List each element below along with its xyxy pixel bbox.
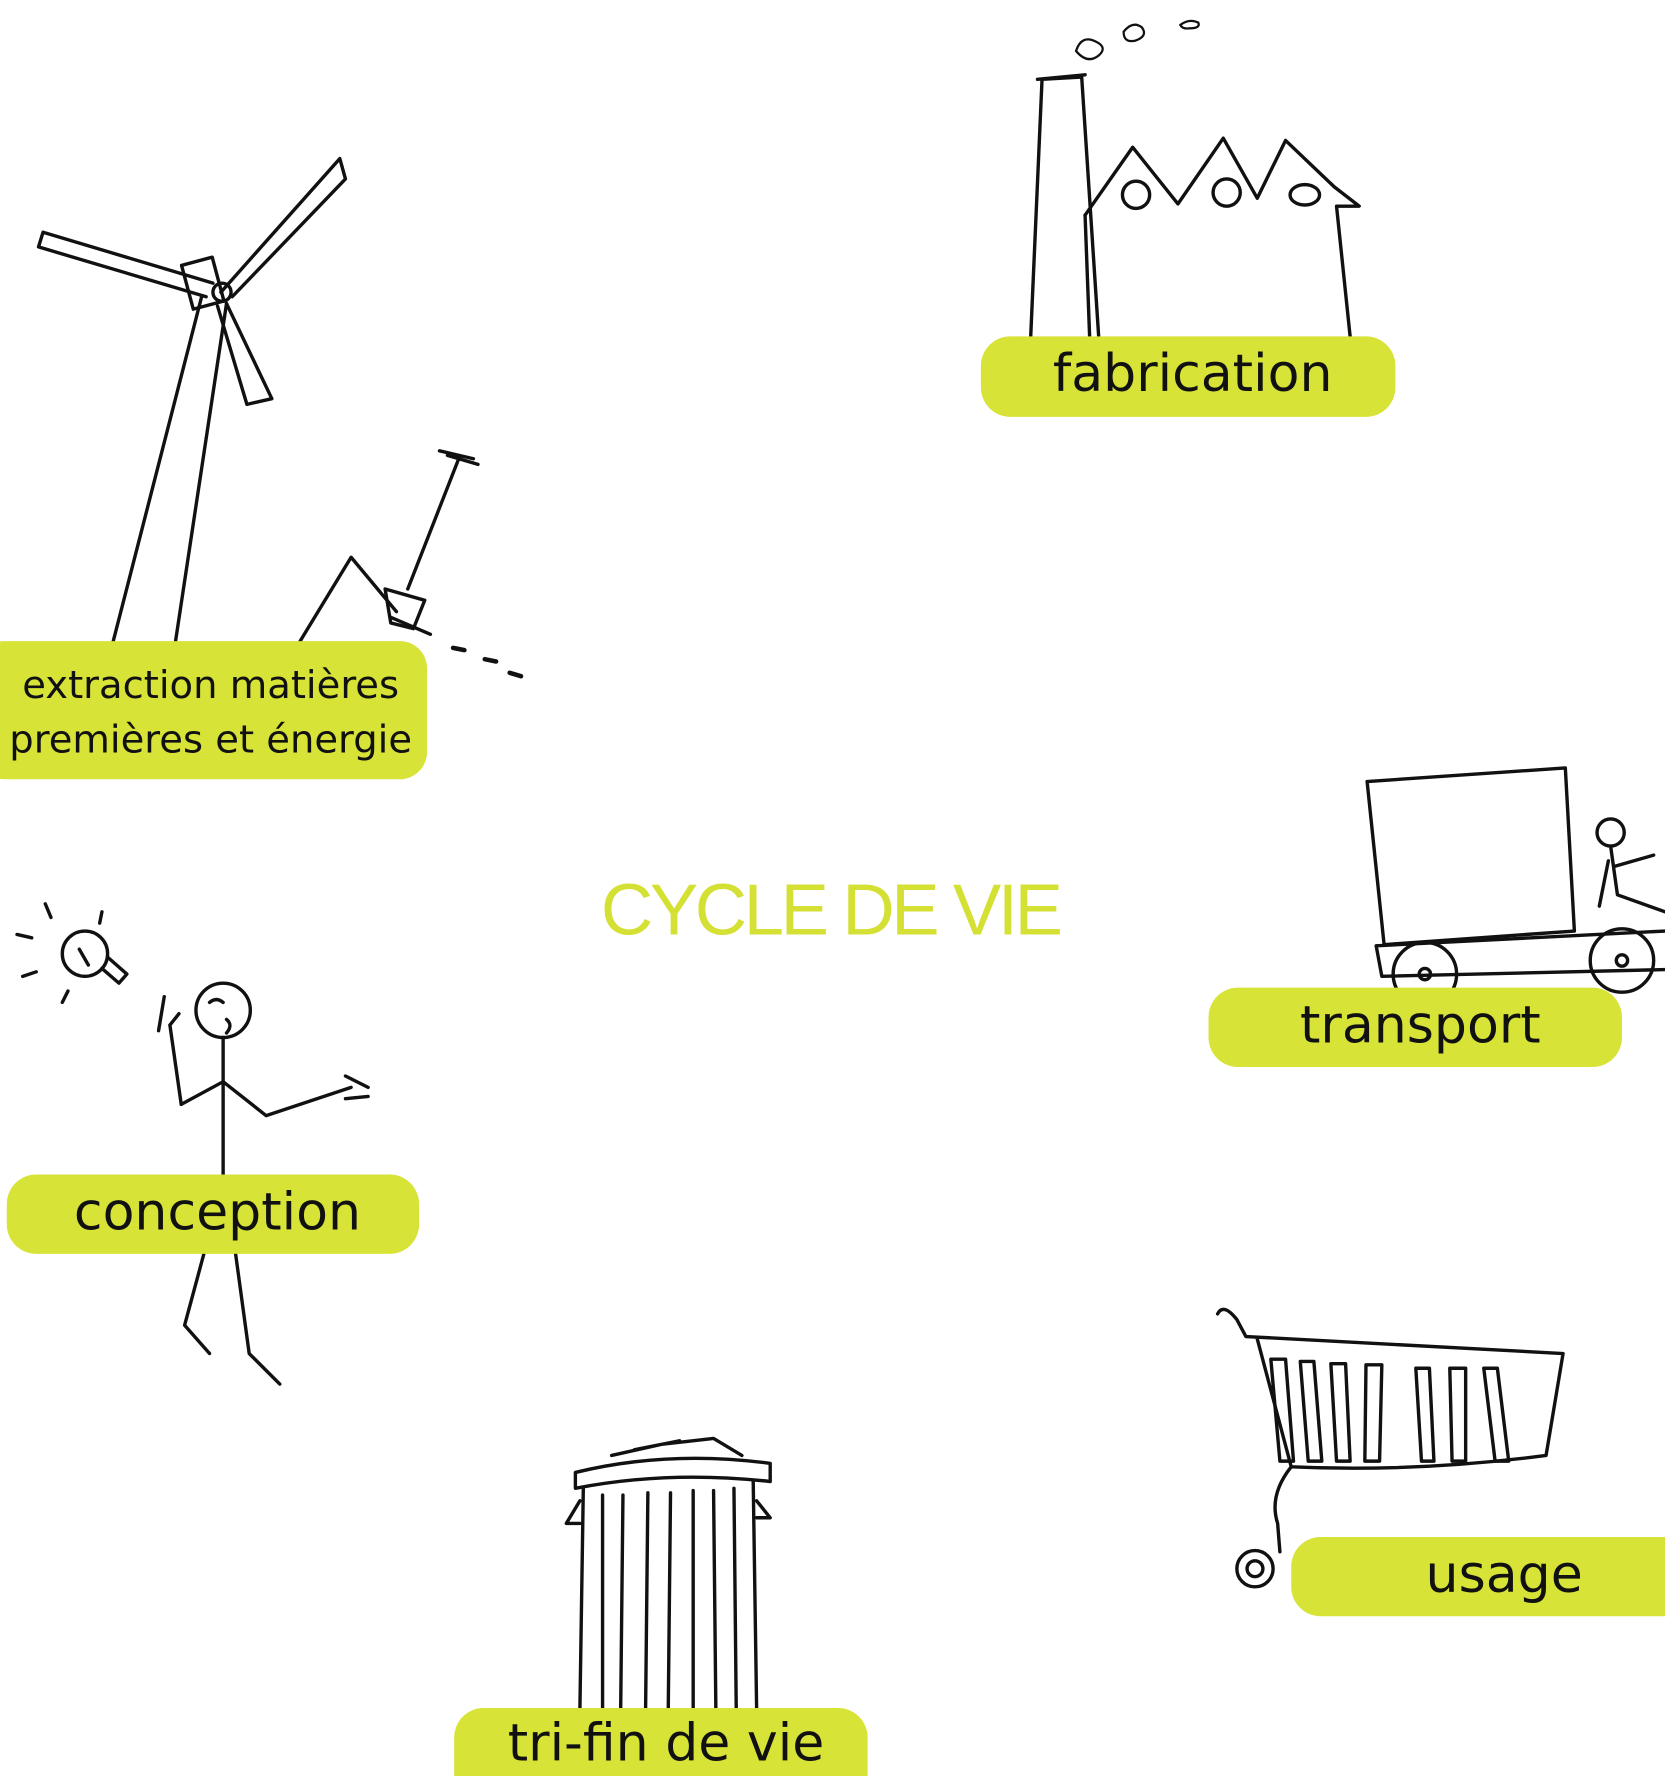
- stage-transport: transport: [1209, 988, 1622, 1067]
- cycle-diagram: CYCLE DE VIE extraction matières premièr…: [0, 0, 1665, 1776]
- stage-label: transport: [1300, 995, 1541, 1055]
- stage-extraction: extraction matières premières et énergie: [0, 641, 427, 779]
- wind-turbine-sketch: [39, 159, 346, 642]
- person-sketch: [17, 904, 368, 1384]
- stage-conception: conception: [7, 1175, 419, 1254]
- stage-label: tri-fin de vie: [508, 1714, 825, 1774]
- stage-label: extraction matières: [22, 663, 399, 708]
- stage-label: conception: [74, 1182, 361, 1242]
- stage-end-of-life: tri-fin de vie: [454, 1708, 867, 1776]
- factory-sketch: [1031, 21, 1359, 337]
- stage-label: usage: [1426, 1545, 1583, 1605]
- stage-usage: usage: [1291, 1537, 1665, 1616]
- bin-sketch: [566, 1438, 770, 1708]
- stage-label: premières et énergie: [9, 717, 412, 762]
- title: CYCLE DE VIE: [601, 869, 1061, 950]
- stage-label: fabrication: [1053, 344, 1333, 404]
- stage-fabrication: fabrication: [981, 336, 1396, 416]
- page: CYCLE DE VIE extraction matières premièr…: [0, 0, 1665, 1776]
- truck-sketch: [1367, 768, 1665, 1006]
